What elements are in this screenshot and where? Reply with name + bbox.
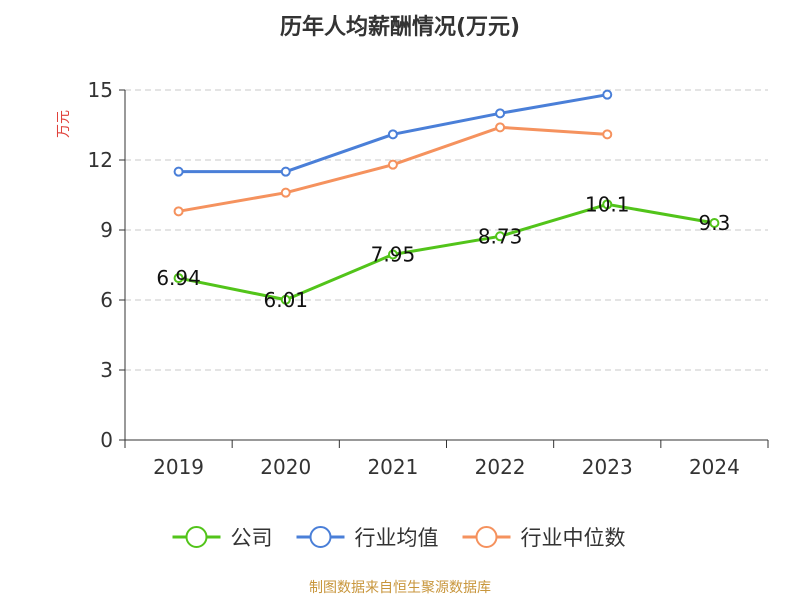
data-label: 8.73: [478, 224, 523, 248]
y-tick-label: 3: [100, 358, 113, 382]
source-note: 制图数据来自恒生聚源数据库: [309, 580, 491, 596]
data-label: 10.1: [585, 192, 630, 216]
legend-swatch-marker: [185, 526, 208, 548]
legend-label: 行业均值: [355, 526, 439, 550]
y-tick-label: 6: [100, 288, 113, 312]
data-point: [280, 187, 291, 198]
data-label: 6.94: [156, 266, 201, 290]
data-point: [495, 122, 506, 133]
y-tick-label: 15: [88, 78, 113, 102]
legend-label: 行业中位数: [521, 526, 626, 550]
legend-swatch-marker: [475, 526, 498, 548]
data-point: [602, 199, 613, 210]
x-tick-label: 2019: [153, 455, 204, 479]
data-point: [173, 273, 184, 284]
data-label: 9.3: [699, 211, 731, 235]
data-point: [280, 166, 291, 177]
axes: 0 3 6 9 12 15 2019 2020 2021 2022 2023 2024: [88, 78, 769, 479]
data-point: [495, 231, 506, 242]
legend-item-2[interactable]: 行业中位数: [462, 526, 626, 550]
legend-swatch-marker: [309, 526, 332, 548]
data-point: [495, 108, 506, 119]
x-tick-label: 2023: [582, 455, 633, 479]
data-label: 6.01: [263, 288, 308, 312]
legend: 公司 行业均值 行业中位数: [172, 526, 626, 550]
legend-item-1[interactable]: 行业均值: [296, 526, 439, 550]
series-1: [173, 89, 613, 177]
data-point: [173, 206, 184, 217]
series-2: [173, 122, 613, 217]
x-tick-label: 2021: [367, 455, 418, 479]
data-point: [387, 129, 398, 140]
x-tick-label: 2022: [475, 455, 526, 479]
data-point: [387, 159, 398, 170]
series-line: [178, 202, 715, 302]
data-point: [173, 166, 184, 177]
chart-title: 历年人均薪酬情况(万元): [280, 14, 520, 40]
data-point: [709, 218, 720, 228]
x-tick-label: 2024: [689, 455, 740, 479]
y-tick-label: 9: [100, 218, 113, 242]
grid-lines: [125, 89, 768, 371]
y-tick-label: 0: [100, 428, 113, 452]
y-axis-label: 万元: [56, 110, 72, 138]
data-point: [387, 249, 398, 260]
x-tick-label: 2020: [260, 455, 311, 479]
series-0: 6.94 6.01 7.95 8.73 10.1 9.3: [156, 192, 730, 311]
data-label: 7.95: [371, 243, 416, 267]
legend-item-0[interactable]: 公司: [172, 526, 273, 550]
y-tick-label: 12: [88, 148, 113, 172]
legend-label: 公司: [231, 526, 273, 550]
data-point: [602, 89, 613, 100]
series-layer: 6.94 6.01 7.95 8.73 10.1 9.3: [156, 89, 730, 312]
data-point: [280, 294, 291, 305]
data-point: [602, 129, 613, 140]
